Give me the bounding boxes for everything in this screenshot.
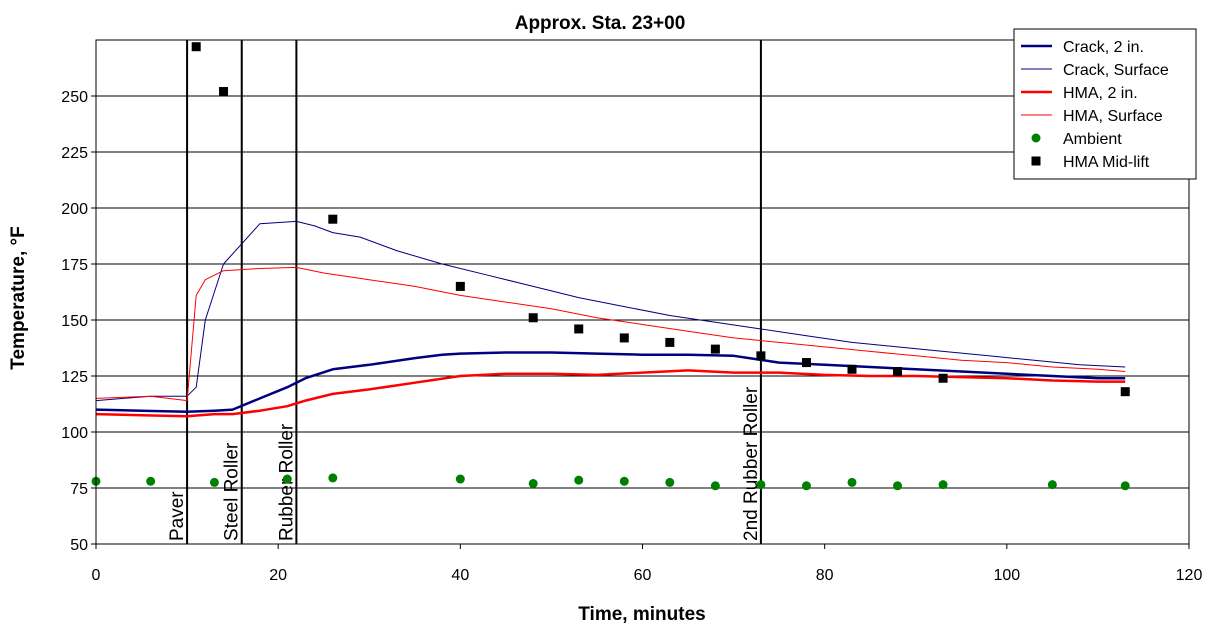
event-label: Steel Roller [222,442,243,541]
ambient-point [209,477,219,487]
ambient-point [893,481,903,491]
hma-midlift-point [191,42,201,52]
y-tick-label: 250 [61,89,88,106]
hma-midlift-point [938,373,948,383]
hma-midlift-point [619,333,629,343]
legend-swatch [1031,133,1041,143]
ambient-point [619,476,629,486]
hma-midlift-point [574,324,584,334]
x-tick-label: 0 [92,567,101,584]
series-line [95,266,1126,402]
y-tick-label: 50 [70,537,88,554]
series-markers [91,42,1130,491]
y-axis-title: Temperature, °F [8,226,29,369]
x-tick-label: 80 [816,567,834,584]
event-label: Paver [167,491,188,541]
legend-label: HMA, 2 in. [1063,85,1138,102]
legend-swatch [1031,156,1041,166]
series-line [95,369,1126,418]
y-tick-label: 175 [61,257,88,274]
series-lines [95,220,1126,418]
y-tick-label: 150 [61,313,88,330]
hma-midlift-point [847,364,857,374]
hma-midlift-point [455,281,465,291]
hma-midlift-point [756,351,766,361]
x-tick-label: 120 [1176,567,1203,584]
ambient-point [938,480,948,490]
y-tick-label: 100 [61,425,88,442]
legend-box [1013,28,1197,180]
x-tick-label: 20 [269,567,287,584]
ambient-point [1120,481,1130,491]
axes: 50 75 100 125 150 175 200 225 250 0 20 40 60 80 100 120 [61,89,1202,584]
ambient-point [710,481,720,491]
ambient-point [847,477,857,487]
ambient-point [328,473,338,483]
ambient-point [528,479,538,489]
x-tick-label: 60 [634,567,652,584]
hma-midlift-point [893,367,903,377]
ambient-point [756,480,766,490]
y-tick-label: 200 [61,201,88,218]
hma-midlift-point [665,337,675,347]
chart-title: Approx. Sta. 23+00 [515,13,686,34]
gridlines [96,95,1189,489]
hma-midlift-point [328,214,338,224]
hma-midlift-point [1120,387,1130,397]
legend-label: Crack, Surface [1063,62,1169,79]
hma-midlift-point [528,313,538,323]
legend-label: HMA, Surface [1063,108,1163,125]
event-label: 2nd Rubber Roller [741,386,762,541]
legend-label: Ambient [1063,131,1122,148]
x-axis-title: Time, minutes [578,604,705,625]
hma-midlift-point [801,358,811,368]
hma-midlift-point [710,344,720,354]
ambient-point [282,474,292,484]
hma-midlift-point [219,87,229,97]
ambient-point [1047,480,1057,490]
legend-label: HMA Mid-lift [1063,154,1150,171]
ambient-point [455,474,465,484]
series-line [95,351,1126,414]
ambient-point [801,481,811,491]
y-tick-label: 225 [61,145,88,162]
ambient-point [665,477,675,487]
ambient-point [574,475,584,485]
y-tick-label: 75 [70,481,88,498]
legend: Crack, 2 in. Crack, Surface HMA, 2 in. HMA,… [1013,28,1197,180]
x-tick-label: 40 [451,567,469,584]
legend-label: Crack, 2 in. [1063,39,1144,56]
y-tick-label: 125 [61,369,88,386]
x-tick-label: 100 [993,567,1020,584]
event-lines: Paver Steel Roller Rubber Roller 2nd Rubber… [167,40,762,544]
ambient-point [146,476,156,486]
series-line [95,220,1126,402]
